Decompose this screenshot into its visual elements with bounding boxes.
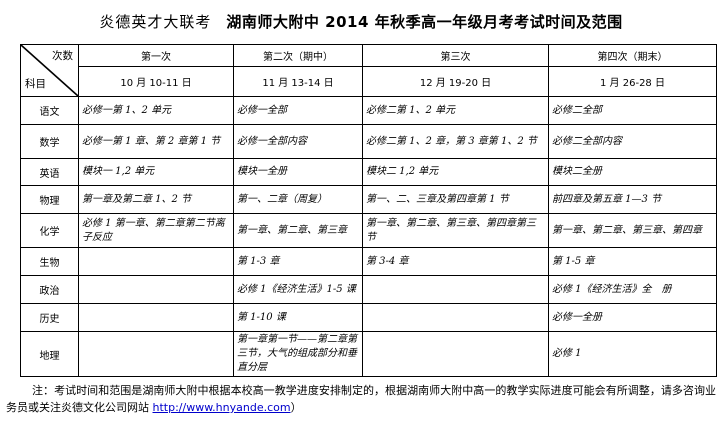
footer-note: 注：考试时间和范围是湖南师大附中根据本校高一教学进度安排制定的，根据湖南师大附中…: [6, 382, 716, 416]
range-cell: 第一、二章（周复）: [233, 185, 363, 214]
range-cell: 必修二全部内容: [548, 124, 717, 159]
title-exam-brand: 炎德英才大联考: [99, 13, 212, 31]
range-cell: [362, 275, 549, 304]
range-cell: 必修 1《经济生活》全 册: [548, 275, 717, 304]
subject-cell: 物理: [20, 185, 79, 214]
table-row-history: 历史 第 1-10 课 必修一全册: [20, 303, 717, 332]
website-link[interactable]: http://www.hnyande.com: [152, 401, 291, 414]
note-text-before: 注：考试时间和范围是湖南师大附中根据本校高一教学进度安排制定的，根据湖南师大附中…: [6, 384, 716, 414]
range-cell: 第 3-4 章: [362, 247, 549, 276]
range-cell: 第 1-10 课: [233, 303, 363, 332]
subject-cell: 生物: [20, 247, 79, 276]
range-cell: 第一章及第二章 1、2 节: [78, 185, 234, 214]
subject-cell: 历史: [20, 303, 79, 332]
range-cell: [78, 247, 234, 276]
table-row-biology: 生物 第 1-3 章 第 3-4 章 第 1-5 章: [20, 247, 717, 276]
range-cell: 必修二全部: [548, 96, 717, 125]
range-cell: 第一、二、三章及第四章第 1 节: [362, 185, 549, 214]
table-row-politics: 政治 必修 1《经济生活》1-5 课 必修 1《经济生活》全 册: [20, 275, 717, 304]
diagonal-line: [21, 45, 78, 96]
exam-schedule-table: 次数 科目 第一次 第二次（期中） 第三次 第四次（期末） 10 月 10-11…: [20, 44, 717, 377]
range-cell: 必修一全册: [548, 303, 717, 332]
date-header-4: 1 月 26-28 日: [548, 66, 717, 97]
range-cell: [362, 331, 549, 377]
title-main: 湖南师大附中 2014 年秋季高一年级月考考试时间及范围: [226, 13, 623, 31]
range-cell: [78, 303, 234, 332]
range-cell: 必修二第 1、2 单元: [362, 96, 549, 125]
column-header-3: 第三次: [362, 44, 549, 67]
subject-cell: 政治: [20, 275, 79, 304]
range-cell: 必修一全部: [233, 96, 363, 125]
date-header-2: 11 月 13-14 日: [233, 66, 363, 97]
range-cell: 模块二全册: [548, 158, 717, 186]
date-header-3: 12 月 19-20 日: [362, 66, 549, 97]
table-row-geography: 地理 第一章第一节——第二章第三节，大气的组成部分和垂直分层 必修 1: [20, 331, 717, 377]
range-cell: [78, 331, 234, 377]
corner-label-session: 次数: [52, 50, 73, 62]
range-cell: 模块一 1,2 单元: [78, 158, 234, 186]
range-cell: 必修 1 第一章、第二章第二节离子反应: [78, 213, 234, 248]
column-header-4: 第四次（期末）: [548, 44, 717, 67]
table-row-chinese: 语文 必修一第 1、2 单元 必修一全部 必修二第 1、2 单元 必修二全部: [20, 96, 717, 125]
column-header-2: 第二次（期中）: [233, 44, 363, 67]
note-text-after: ）: [290, 401, 302, 414]
corner-cell: 次数 科目: [20, 44, 79, 97]
corner-label-subject: 科目: [25, 78, 46, 90]
table-row-math: 数学 必修一第 1 章、第 2 章第 1 节 必修一全部内容 必修二第 1、2 …: [20, 124, 717, 159]
range-cell: 模块二 1,2 单元: [362, 158, 549, 186]
range-cell: 第一章、第二章、第三章、第四章第三节: [362, 213, 549, 248]
range-cell: 第一章、第二章、第三章: [233, 213, 363, 248]
table-row-chemistry: 化学 必修 1 第一章、第二章第二节离子反应 第一章、第二章、第三章 第一章、第…: [20, 213, 717, 248]
range-cell: 必修一第 1、2 单元: [78, 96, 234, 125]
range-cell: 必修一第 1 章、第 2 章第 1 节: [78, 124, 234, 159]
table-row-physics: 物理 第一章及第二章 1、2 节 第一、二章（周复） 第一、二、三章及第四章第 …: [20, 185, 717, 214]
subject-cell: 语文: [20, 96, 79, 125]
range-cell: 必修一全部内容: [233, 124, 363, 159]
range-cell: 第一章第一节——第二章第三节，大气的组成部分和垂直分层: [233, 331, 363, 377]
range-cell: 必修二第 1、2 章，第 3 章第 1、2 节: [362, 124, 549, 159]
subject-cell: 化学: [20, 213, 79, 248]
range-cell: [362, 303, 549, 332]
range-cell: 必修 1: [548, 331, 717, 377]
range-cell: 第一章、第二章、第三章、第四章: [548, 213, 717, 248]
range-cell: 第 1-3 章: [233, 247, 363, 276]
range-cell: 第 1-5 章: [548, 247, 717, 276]
subject-cell: 数学: [20, 124, 79, 159]
range-cell: 模块一全册: [233, 158, 363, 186]
range-cell: 前四章及第五章 1—3 节: [548, 185, 717, 214]
subject-cell: 地理: [20, 331, 79, 377]
column-header-1: 第一次: [78, 44, 234, 67]
date-header-1: 10 月 10-11 日: [78, 66, 234, 97]
table-row-english: 英语 模块一 1,2 单元 模块一全册 模块二 1,2 单元 模块二全册: [20, 158, 717, 186]
range-cell: [78, 275, 234, 304]
subject-cell: 英语: [20, 158, 79, 186]
range-cell: 必修 1《经济生活》1-5 课: [233, 275, 363, 304]
page-title: 炎德英才大联考 湖南师大附中 2014 年秋季高一年级月考考试时间及范围: [0, 11, 722, 32]
